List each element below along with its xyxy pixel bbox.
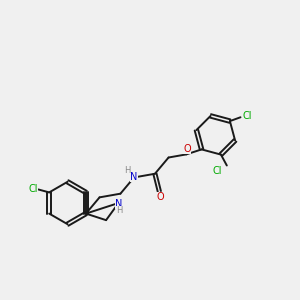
Text: Cl: Cl [213,167,222,176]
Text: Cl: Cl [242,111,252,121]
Text: H: H [116,206,122,214]
Text: O: O [183,144,191,154]
Text: N: N [130,172,138,182]
Text: Cl: Cl [28,184,38,194]
Text: N: N [115,200,122,209]
Text: H: H [124,167,130,176]
Text: O: O [156,192,164,202]
